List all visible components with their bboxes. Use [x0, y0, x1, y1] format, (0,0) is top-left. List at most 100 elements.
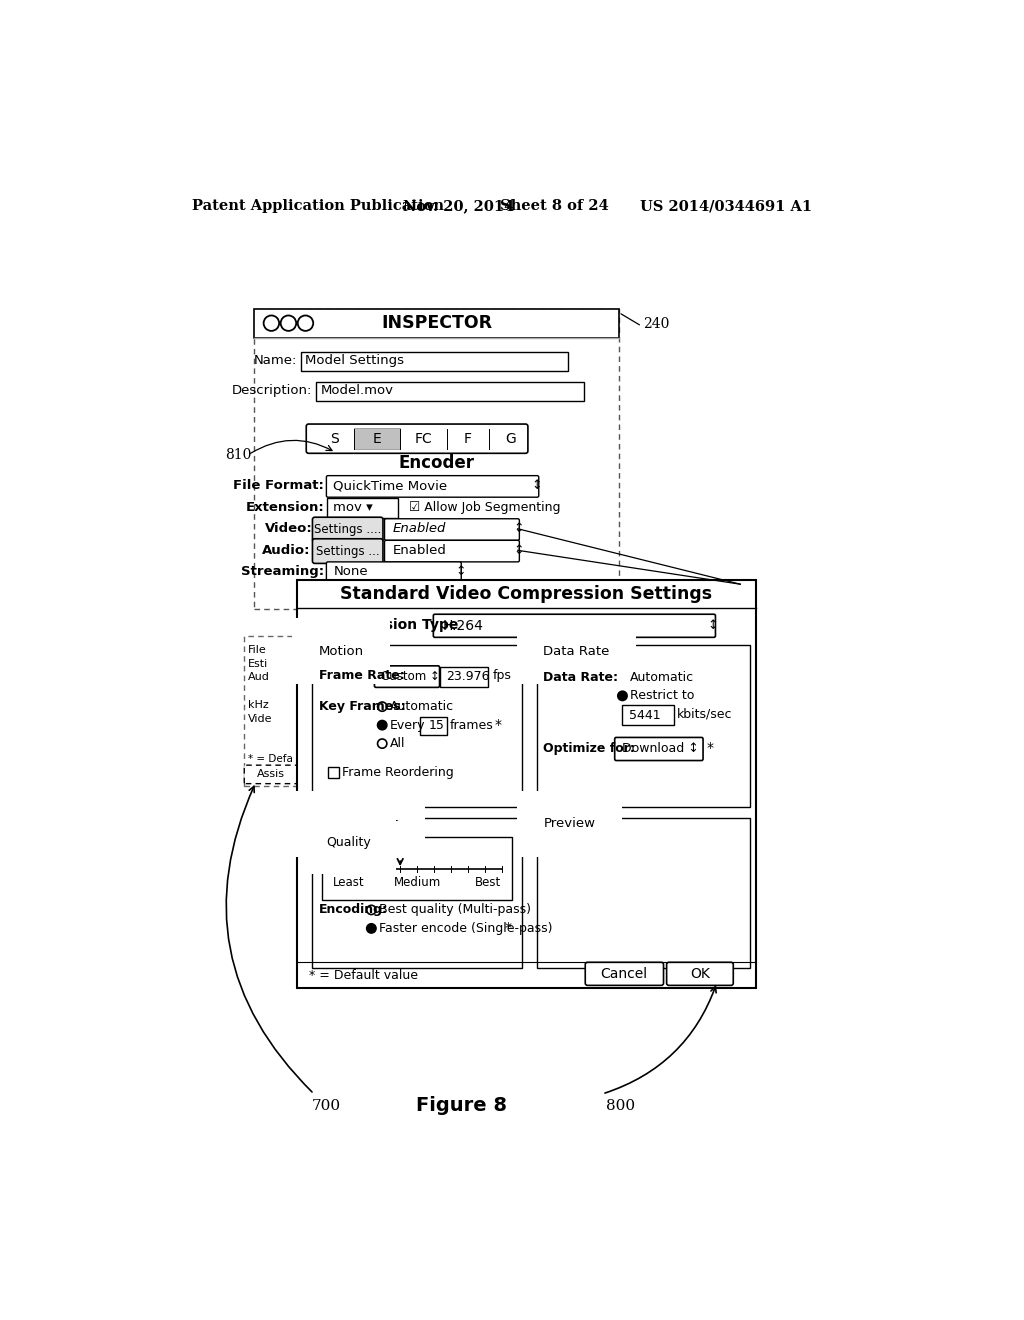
- Text: Encoder: Encoder: [398, 454, 474, 471]
- FancyBboxPatch shape: [328, 498, 398, 517]
- FancyBboxPatch shape: [327, 562, 461, 583]
- FancyBboxPatch shape: [538, 817, 751, 968]
- Text: *: *: [707, 742, 713, 755]
- Text: Quality: Quality: [327, 837, 371, 850]
- Text: ☑ Allow Job Segmenting: ☑ Allow Job Segmenting: [410, 500, 561, 513]
- Text: Settings ....: Settings ....: [313, 523, 381, 536]
- Text: E: E: [373, 432, 381, 446]
- Text: Model Settings: Model Settings: [305, 354, 404, 367]
- Text: ↕: ↕: [708, 619, 718, 631]
- Text: Encoding:: Encoding:: [318, 903, 388, 916]
- Text: Least: Least: [333, 876, 365, 890]
- Text: Description:: Description:: [232, 384, 312, 397]
- Text: H.264: H.264: [442, 619, 483, 632]
- Text: Model.mov: Model.mov: [321, 384, 394, 397]
- Text: mov ▾: mov ▾: [334, 500, 373, 513]
- Text: Enabled: Enabled: [392, 544, 446, 557]
- Text: Automatic: Automatic: [630, 671, 694, 684]
- Text: QuickTime Movie: QuickTime Movie: [334, 479, 447, 492]
- FancyBboxPatch shape: [353, 428, 400, 449]
- Text: G: G: [505, 432, 516, 446]
- Text: Nov. 20, 2014: Nov. 20, 2014: [403, 199, 514, 213]
- Text: Sheet 8 of 24: Sheet 8 of 24: [500, 199, 608, 213]
- FancyBboxPatch shape: [385, 540, 519, 562]
- Text: INSPECTOR: INSPECTOR: [381, 314, 492, 333]
- FancyBboxPatch shape: [312, 539, 383, 564]
- Text: File: File: [248, 644, 267, 655]
- FancyBboxPatch shape: [328, 767, 339, 779]
- Text: frames: frames: [450, 718, 494, 731]
- FancyBboxPatch shape: [254, 309, 618, 609]
- Text: Compression Type: Compression Type: [316, 618, 459, 632]
- Text: *: *: [495, 718, 502, 733]
- Text: ↕: ↕: [513, 523, 523, 536]
- FancyBboxPatch shape: [312, 517, 383, 543]
- Text: 240: 240: [643, 317, 670, 331]
- Text: Name:: Name:: [254, 354, 297, 367]
- Text: File Format:: File Format:: [233, 479, 324, 492]
- Text: Data Rate: Data Rate: [544, 644, 609, 657]
- FancyBboxPatch shape: [375, 665, 439, 688]
- Text: US 2014/0344691 A1: US 2014/0344691 A1: [640, 199, 812, 213]
- Text: FC: FC: [415, 432, 432, 446]
- Text: ↕: ↕: [456, 565, 466, 578]
- Text: Best quality (Multi-pass): Best quality (Multi-pass): [379, 903, 531, 916]
- Text: Medium: Medium: [393, 876, 440, 890]
- Text: Patent Application Publication: Patent Application Publication: [191, 199, 443, 213]
- FancyBboxPatch shape: [254, 309, 618, 338]
- FancyBboxPatch shape: [312, 817, 521, 968]
- FancyBboxPatch shape: [245, 766, 299, 784]
- FancyBboxPatch shape: [622, 705, 674, 725]
- Text: None: None: [334, 565, 369, 578]
- Text: kHz: kHz: [248, 700, 269, 710]
- FancyBboxPatch shape: [538, 645, 751, 807]
- Text: 15: 15: [429, 719, 444, 733]
- Text: All: All: [390, 737, 406, 750]
- Circle shape: [617, 692, 627, 701]
- Text: Cancel: Cancel: [600, 966, 647, 981]
- Text: Download ↕: Download ↕: [623, 742, 699, 755]
- Text: * = Defa: * = Defa: [248, 754, 293, 764]
- Text: Figure 8: Figure 8: [416, 1096, 507, 1115]
- FancyBboxPatch shape: [614, 738, 703, 760]
- Text: Aud: Aud: [248, 672, 270, 682]
- FancyBboxPatch shape: [312, 645, 521, 807]
- FancyBboxPatch shape: [433, 614, 716, 638]
- FancyBboxPatch shape: [245, 636, 305, 785]
- Text: ↕: ↕: [513, 544, 523, 557]
- Text: Optimize for:: Optimize for:: [544, 742, 635, 755]
- FancyBboxPatch shape: [667, 962, 733, 985]
- Text: Data Rate:: Data Rate:: [544, 671, 618, 684]
- Text: Enabled: Enabled: [392, 523, 445, 536]
- Text: F: F: [464, 432, 472, 446]
- Text: Restrict to: Restrict to: [630, 689, 694, 702]
- Text: Best: Best: [475, 876, 502, 890]
- Text: OK: OK: [690, 966, 710, 981]
- Text: Key Frames:: Key Frames:: [318, 700, 406, 713]
- Text: Faster encode (Single-pass): Faster encode (Single-pass): [379, 921, 553, 935]
- Text: Video:: Video:: [264, 523, 312, 536]
- Text: Esti: Esti: [248, 659, 268, 668]
- Text: Extension:: Extension:: [246, 500, 324, 513]
- Text: Frame Reordering: Frame Reordering: [342, 767, 454, 779]
- Text: Custom ↕: Custom ↕: [381, 671, 439, 684]
- Text: Motion: Motion: [318, 644, 364, 657]
- Text: Preview: Preview: [544, 817, 595, 830]
- FancyBboxPatch shape: [586, 962, 664, 985]
- Text: Standard Video Compression Settings: Standard Video Compression Settings: [340, 585, 713, 603]
- Text: Audio:: Audio:: [261, 544, 310, 557]
- Text: Settings ...: Settings ...: [315, 545, 379, 557]
- FancyBboxPatch shape: [420, 717, 446, 735]
- Text: 5441: 5441: [629, 709, 660, 722]
- Text: 810: 810: [225, 447, 251, 462]
- FancyBboxPatch shape: [322, 837, 512, 900]
- FancyBboxPatch shape: [316, 383, 584, 401]
- Text: 23.976: 23.976: [445, 671, 489, 684]
- FancyBboxPatch shape: [301, 352, 568, 371]
- FancyBboxPatch shape: [440, 667, 488, 686]
- Text: 700: 700: [311, 1098, 341, 1113]
- Text: fps: fps: [493, 669, 511, 682]
- Text: *: *: [505, 921, 512, 936]
- Text: S: S: [330, 432, 339, 446]
- Text: Streaming:: Streaming:: [241, 565, 324, 578]
